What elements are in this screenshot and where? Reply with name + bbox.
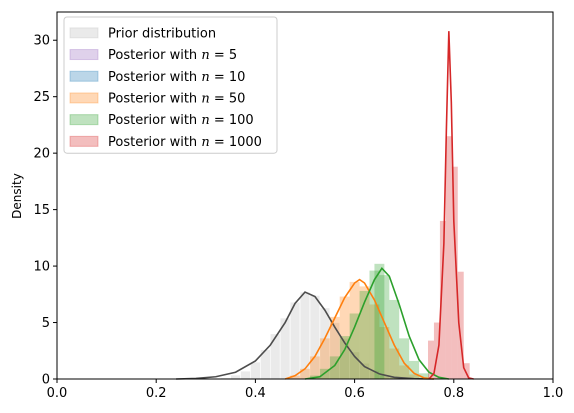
x-tick-label: 0.4 xyxy=(245,386,266,401)
hist-bar xyxy=(299,291,311,380)
hist-bar xyxy=(329,356,340,379)
y-tick-label: 15 xyxy=(33,203,50,218)
legend-label: Posterior with n = 5 xyxy=(108,48,237,63)
hist-bar xyxy=(374,263,385,379)
x-tick-label: 0.8 xyxy=(443,386,464,401)
hist-bar xyxy=(329,316,340,379)
kde-line xyxy=(284,278,435,380)
x-tick-label: 0.6 xyxy=(344,386,365,401)
y-axis: 0 5 10 15 20 25 30 xyxy=(33,34,57,388)
hist-bar xyxy=(445,136,452,379)
hist-bar xyxy=(399,338,410,379)
hist-bar xyxy=(389,299,400,379)
kde-line xyxy=(304,267,449,380)
plot-area xyxy=(176,31,474,380)
hist-bar xyxy=(419,373,429,379)
hist-bar xyxy=(319,338,330,379)
hist-bar xyxy=(300,368,310,379)
hist-bar xyxy=(409,374,420,379)
hist-bar xyxy=(379,327,390,379)
hist-bar xyxy=(339,296,350,379)
x-tick-label: 0.2 xyxy=(146,386,167,401)
hist-bar xyxy=(369,270,380,379)
legend-swatch xyxy=(69,27,99,39)
hist-bar xyxy=(269,333,281,380)
x-tick-label: 0.0 xyxy=(47,386,68,401)
y-tick-label: 5 xyxy=(42,316,50,331)
hist-bar xyxy=(379,275,390,379)
legend: Prior distribution Posterior with n = 5 Po… xyxy=(63,16,278,154)
hist-bar xyxy=(290,375,301,379)
legend-label: Posterior with n = 100 xyxy=(108,113,254,128)
kde-line xyxy=(428,31,474,380)
hist-bar xyxy=(230,374,241,380)
y-axis-label: Density xyxy=(10,173,24,219)
legend-swatch xyxy=(69,135,99,147)
y-tick-label: 25 xyxy=(33,90,50,105)
legend-swatch xyxy=(69,49,99,61)
hist-bar xyxy=(399,365,410,379)
legend-label: Posterior with n = 50 xyxy=(108,91,245,106)
hist-bar xyxy=(359,286,370,379)
y-tick-label: 20 xyxy=(33,147,50,162)
hist-bar xyxy=(451,166,458,379)
hist-bar xyxy=(389,348,400,379)
kde-line xyxy=(176,291,434,380)
hist-bar xyxy=(240,370,251,380)
y-tick-label: 30 xyxy=(33,34,50,49)
legend-box xyxy=(63,16,278,154)
hist-bar xyxy=(369,304,380,379)
hist-bar xyxy=(359,290,370,379)
legend-label: Prior distribution xyxy=(108,26,216,41)
hist-bar xyxy=(433,322,440,379)
x-axis: 0.0 0.2 0.4 0.6 0.8 1.0 xyxy=(47,379,564,401)
hist-bar xyxy=(309,356,320,379)
hist-bar xyxy=(409,360,420,379)
x-tick-label: 1.0 xyxy=(543,386,564,401)
hist-bar xyxy=(250,361,261,380)
hist-bar xyxy=(428,340,434,379)
legend-swatch xyxy=(69,114,99,126)
hist-bar xyxy=(339,336,350,379)
legend-label: Posterior with n = 10 xyxy=(108,70,245,85)
legend-label: Posterior with n = 1000 xyxy=(108,135,262,150)
legend-swatch xyxy=(69,70,99,82)
hist-bar xyxy=(457,271,464,379)
hist-bar xyxy=(349,313,360,379)
y-tick-label: 10 xyxy=(33,260,50,275)
axes-frame xyxy=(56,11,554,380)
y-tick-label: 0 xyxy=(42,373,50,388)
hist-bar xyxy=(289,301,301,380)
legend-swatch xyxy=(69,92,99,104)
hist-bar xyxy=(463,363,470,379)
hist-bar xyxy=(439,220,446,379)
hist-bar xyxy=(349,281,360,379)
